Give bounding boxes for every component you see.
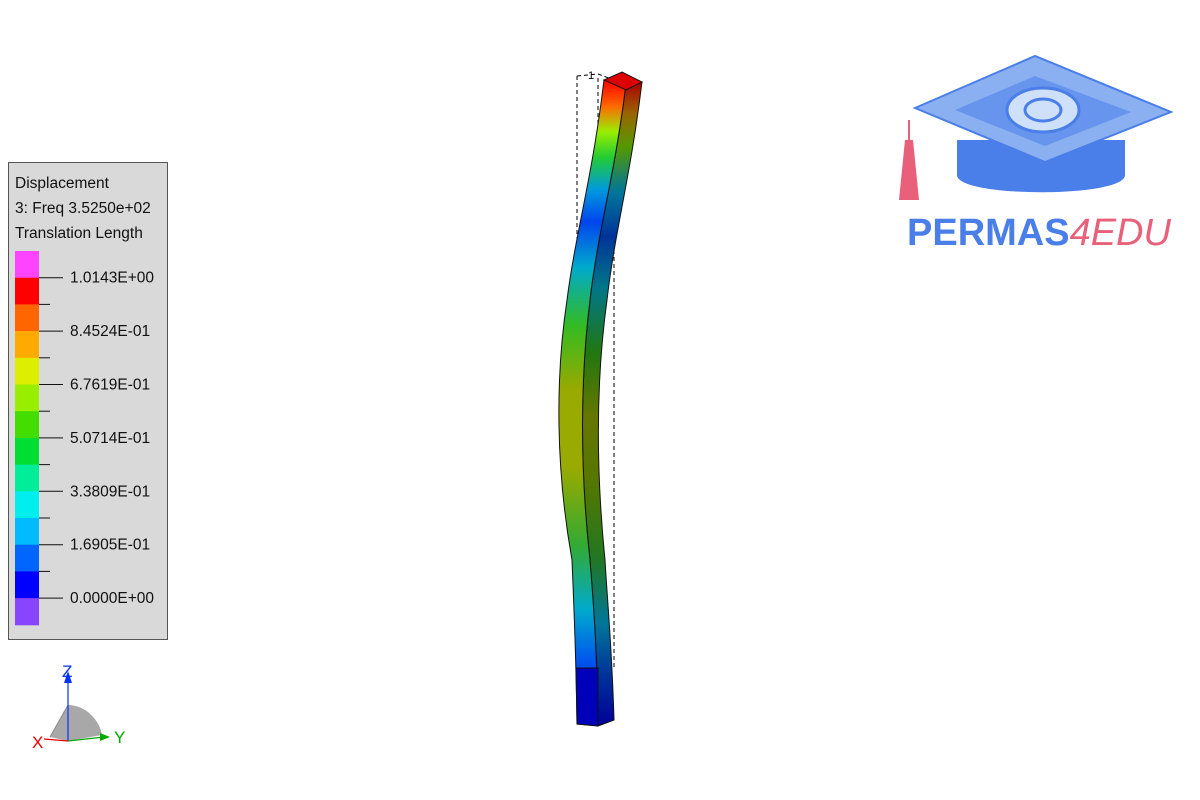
y-axis-arrow — [100, 733, 110, 741]
legend-color-band — [15, 411, 39, 439]
logo-word-4edu: 4EDU — [1070, 212, 1172, 254]
logo-word-permas: PERMAS — [907, 212, 1070, 254]
legend-title-result: Displacement — [15, 175, 109, 192]
legend-color-band — [15, 304, 39, 332]
legend-color-band — [15, 357, 39, 385]
axis-triad: Z X Y — [32, 662, 125, 752]
legend-color-band — [15, 384, 39, 412]
z-axis-label: Z — [62, 662, 72, 681]
x-axis-label: X — [32, 733, 43, 752]
legend-color-band — [15, 571, 39, 599]
logo-tassel — [899, 140, 919, 200]
legend-tick-label: 1.0143E+00 — [70, 270, 154, 287]
node-label: 1 — [588, 70, 594, 82]
legend-color-band — [15, 251, 39, 279]
legend-title-frequency: 3: Freq 3.5250e+02 — [15, 200, 151, 217]
color-scale-bar: 1.0143E+00 8.4524E-01 6.7619E-01 5.0714E-01… — [15, 251, 154, 626]
legend-color-band — [15, 331, 39, 359]
legend-color-band — [15, 464, 39, 492]
legend-color-band — [15, 437, 39, 466]
legend-color-band — [15, 491, 39, 519]
permas4edu-logo: PERMAS4EDU — [899, 54, 1174, 254]
logo-text: PERMAS4EDU — [907, 212, 1172, 254]
logo-cap-base — [957, 140, 1125, 193]
legend-color-band — [15, 277, 39, 305]
x-axis-line — [43, 738, 69, 742]
legend-color-band — [15, 544, 39, 572]
legend-tick-label: 0.0000E+00 — [70, 590, 154, 607]
beam-bottom-segment — [575, 667, 599, 727]
legend-tick-label: 8.4524E-01 — [70, 323, 150, 340]
legend-tick-label: 3.3809E-01 — [70, 483, 150, 500]
displacement-legend: Displacement 3: Freq 3.5250e+02 Translat… — [8, 162, 168, 640]
y-axis-label: Y — [114, 728, 125, 747]
beam-top-cap — [602, 71, 644, 91]
legend-tick-label: 6.7619E-01 — [70, 377, 150, 394]
z-axis-arrow — [64, 671, 72, 683]
legend-tick-label: 5.0714E-01 — [70, 430, 150, 447]
legend-color-band — [15, 518, 39, 546]
legend-title-component: Translation Length — [15, 225, 143, 242]
legend-tick-label: 1.6905E-01 — [70, 537, 150, 554]
y-axis-line — [67, 736, 105, 742]
legend-color-band — [15, 598, 39, 626]
